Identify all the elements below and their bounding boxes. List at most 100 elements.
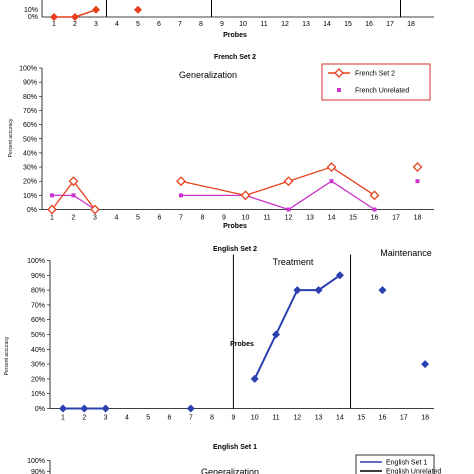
y-tick-label: 30% xyxy=(31,362,45,369)
y-tick-label: 70% xyxy=(23,108,37,115)
x-tick-label: 7 xyxy=(189,415,193,422)
legend-marker xyxy=(337,88,341,92)
x-tick-label: 15 xyxy=(357,415,365,422)
x-tick-label: 6 xyxy=(168,415,172,422)
x-tick-label: 6 xyxy=(157,21,161,28)
series-line xyxy=(52,194,96,211)
y-tick-label: 20% xyxy=(23,179,37,186)
x-tick-label: 3 xyxy=(104,415,108,422)
x-tick-label: 7 xyxy=(179,215,183,222)
x-tick-label: 15 xyxy=(344,21,352,28)
legend-entry: English Unrelated xyxy=(386,469,441,474)
x-tick-label: 8 xyxy=(201,215,205,222)
x-tick-label: 11 xyxy=(272,415,279,422)
x-tick-label: 15 xyxy=(349,215,357,222)
y-tick-label: 80% xyxy=(23,94,37,101)
legend-marker xyxy=(334,68,344,78)
x-tick-label: 2 xyxy=(82,415,86,422)
y-tick-label: 10% xyxy=(31,391,45,398)
y-tick-label: 10% xyxy=(23,193,37,200)
x-tick-label: 17 xyxy=(386,21,394,28)
y-tick-label: 70% xyxy=(31,302,45,309)
phase-annotation-maintenance: Maintenance xyxy=(380,248,432,258)
x-tick-label: 14 xyxy=(336,415,344,422)
y-tick-label: 10% xyxy=(24,7,38,14)
x-tick-label: 8 xyxy=(199,21,203,28)
data-point xyxy=(186,404,195,413)
data-point xyxy=(314,286,323,295)
x-tick-label: 9 xyxy=(222,215,226,222)
x-tick-label: 16 xyxy=(371,215,379,222)
chart-title: English Set 2 xyxy=(213,246,257,253)
data-point xyxy=(412,162,423,172)
y-tick-label: 100% xyxy=(27,458,45,465)
y-tick-label: 90% xyxy=(31,469,45,474)
legend-entry: French Unrelated xyxy=(355,88,409,95)
data-point xyxy=(59,404,67,413)
data-point xyxy=(47,204,57,215)
x-tick-label: 18 xyxy=(407,21,415,28)
data-point xyxy=(293,286,302,295)
data-point xyxy=(369,190,380,201)
data-point xyxy=(378,286,387,295)
x-tick-label: 1 xyxy=(52,21,56,28)
x-axis-label: Probes xyxy=(223,223,247,230)
y-tick-label: 0% xyxy=(35,406,45,413)
x-tick-label: 3 xyxy=(94,21,98,28)
y-tick-label: 40% xyxy=(23,150,37,157)
data-point xyxy=(50,193,54,198)
legend-box xyxy=(355,454,435,474)
data-point xyxy=(272,330,280,339)
data-point xyxy=(335,271,344,280)
x-tick-label: 13 xyxy=(315,415,323,422)
x-tick-label: 13 xyxy=(302,21,310,28)
x-tick-label: 2 xyxy=(72,215,76,222)
chart-title: English Set 1 xyxy=(213,444,257,451)
legend-entry: French Set 2 xyxy=(355,71,395,78)
y-axis-label: Percent accuracy xyxy=(4,336,10,375)
data-point xyxy=(326,162,337,172)
y-tick-label: 20% xyxy=(31,376,45,383)
x-tick-label: 9 xyxy=(231,415,235,422)
data-point xyxy=(80,404,89,413)
x-tick-label: 5 xyxy=(136,21,140,28)
x-tick-label: 17 xyxy=(392,215,400,222)
y-axis-label: Percent accuracy xyxy=(8,118,14,157)
data-point xyxy=(415,179,420,184)
y-tick-label: 90% xyxy=(31,273,45,280)
x-tick-label: 11 xyxy=(260,21,267,28)
y-tick-label: 100% xyxy=(19,66,37,73)
x-tick-label: 9 xyxy=(220,21,224,28)
x-tick-label: 6 xyxy=(158,215,162,222)
data-point xyxy=(71,13,79,21)
data-point xyxy=(90,204,100,215)
x-tick-label: 3 xyxy=(93,215,97,222)
data-point xyxy=(421,360,430,369)
phase-annotation: Generalization xyxy=(201,467,259,474)
y-tick-label: 50% xyxy=(31,332,45,339)
y-tick-label: 0% xyxy=(27,207,37,214)
x-tick-label: 13 xyxy=(306,215,314,222)
legend-box xyxy=(321,63,431,101)
x-tick-label: 18 xyxy=(414,215,422,222)
x-tick-label: 16 xyxy=(379,415,387,422)
x-tick-label: 12 xyxy=(281,21,289,28)
y-tick-label: 80% xyxy=(31,288,45,295)
data-point xyxy=(68,176,79,187)
data-point xyxy=(250,374,259,383)
y-tick-label: 40% xyxy=(31,347,45,354)
data-point xyxy=(92,5,100,14)
x-tick-label: 1 xyxy=(61,415,65,422)
x-tick-label: 14 xyxy=(328,215,336,222)
x-tick-label: 5 xyxy=(146,415,150,422)
x-tick-label: 14 xyxy=(323,21,331,28)
y-tick-label: 100% xyxy=(27,258,45,265)
legend-entry: English Set 1 xyxy=(386,460,427,467)
x-tick-label: 4 xyxy=(115,215,119,222)
x-axis-label: Probes xyxy=(230,341,254,348)
y-tick-label: 60% xyxy=(23,122,37,129)
data-point xyxy=(179,193,183,198)
data-point xyxy=(372,207,377,212)
x-tick-label: 18 xyxy=(421,415,429,422)
